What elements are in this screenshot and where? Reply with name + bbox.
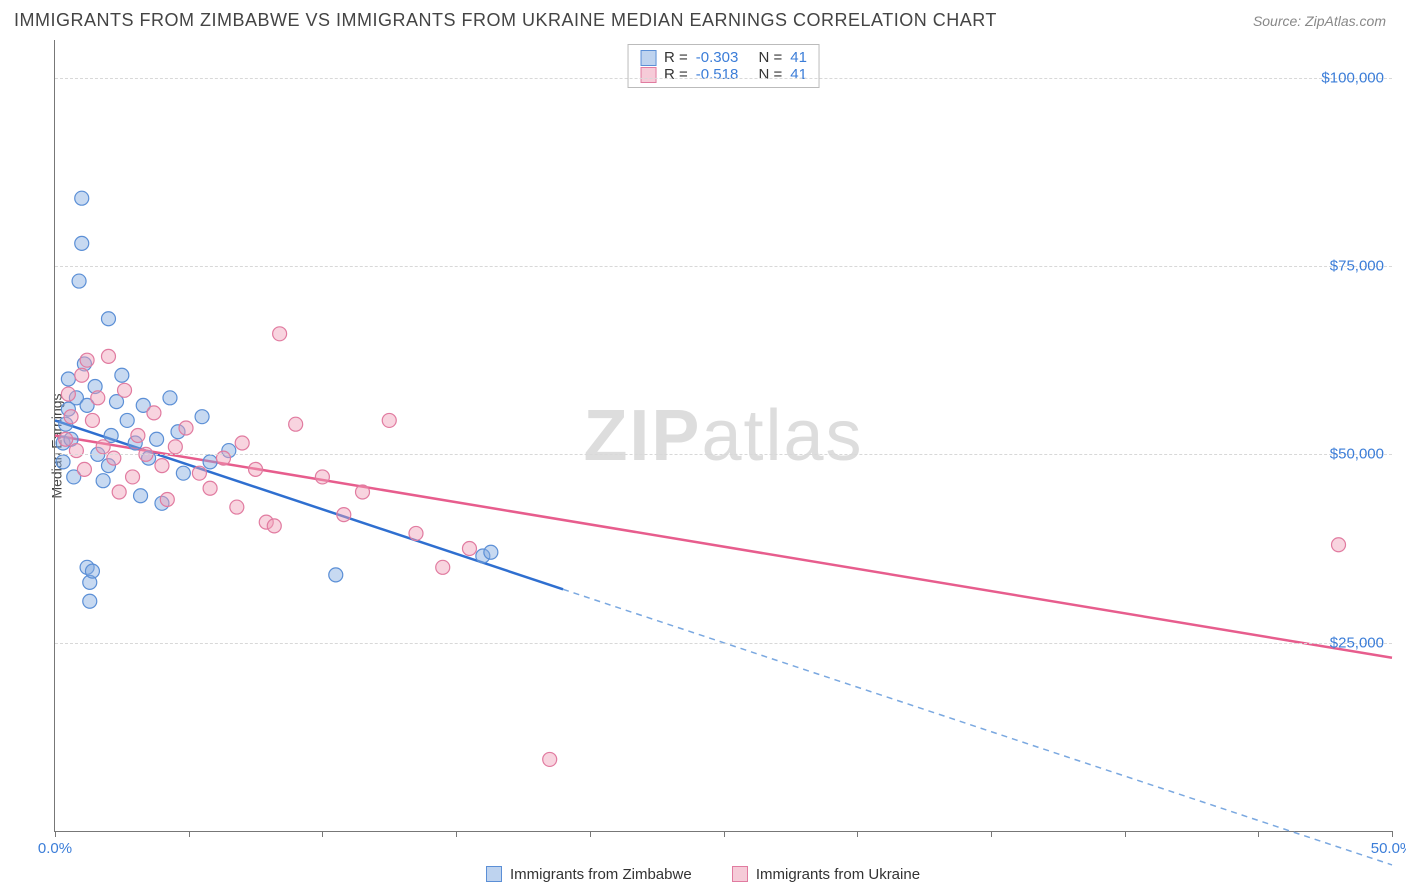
- x-tick: [55, 831, 56, 837]
- source-label: Source: ZipAtlas.com: [1253, 13, 1386, 29]
- legend-item-ukraine: Immigrants from Ukraine: [732, 866, 920, 883]
- x-tick: [857, 831, 858, 837]
- y-tick-label: $100,000: [1321, 69, 1384, 86]
- legend-swatch-blue-icon: [486, 866, 502, 882]
- x-tick: [991, 831, 992, 837]
- gridline-h: [55, 643, 1392, 644]
- x-tick: [189, 831, 190, 837]
- legend-swatch-pink-icon: [732, 866, 748, 882]
- x-tick-label: 50.0%: [1371, 840, 1406, 857]
- x-tick: [322, 831, 323, 837]
- legend-label-ukraine: Immigrants from Ukraine: [756, 866, 920, 883]
- x-tick: [1125, 831, 1126, 837]
- x-tick: [590, 831, 591, 837]
- x-tick-label: 0.0%: [38, 840, 72, 857]
- legend-item-zimbabwe: Immigrants from Zimbabwe: [486, 866, 692, 883]
- chart-container: Median Earnings ZIPatlas R = -0.303 N = …: [14, 40, 1392, 852]
- gridline-h: [55, 454, 1392, 455]
- header: IMMIGRANTS FROM ZIMBABWE VS IMMIGRANTS F…: [0, 0, 1406, 31]
- x-tick: [456, 831, 457, 837]
- y-tick-label: $75,000: [1330, 258, 1384, 275]
- x-tick: [1392, 831, 1393, 837]
- plot-area: ZIPatlas R = -0.303 N = 41 R = -0.518 N …: [54, 40, 1392, 832]
- y-tick-label: $50,000: [1330, 446, 1384, 463]
- chart-title: IMMIGRANTS FROM ZIMBABWE VS IMMIGRANTS F…: [14, 10, 997, 31]
- legend-series: Immigrants from Zimbabwe Immigrants from…: [0, 866, 1406, 887]
- gridline-h: [55, 266, 1392, 267]
- y-tick-label: $25,000: [1330, 634, 1384, 651]
- gridline-h: [55, 78, 1392, 79]
- plot-svg: [55, 40, 1392, 831]
- legend-label-zimbabwe: Immigrants from Zimbabwe: [510, 866, 692, 883]
- x-tick: [1258, 831, 1259, 837]
- x-tick: [724, 831, 725, 837]
